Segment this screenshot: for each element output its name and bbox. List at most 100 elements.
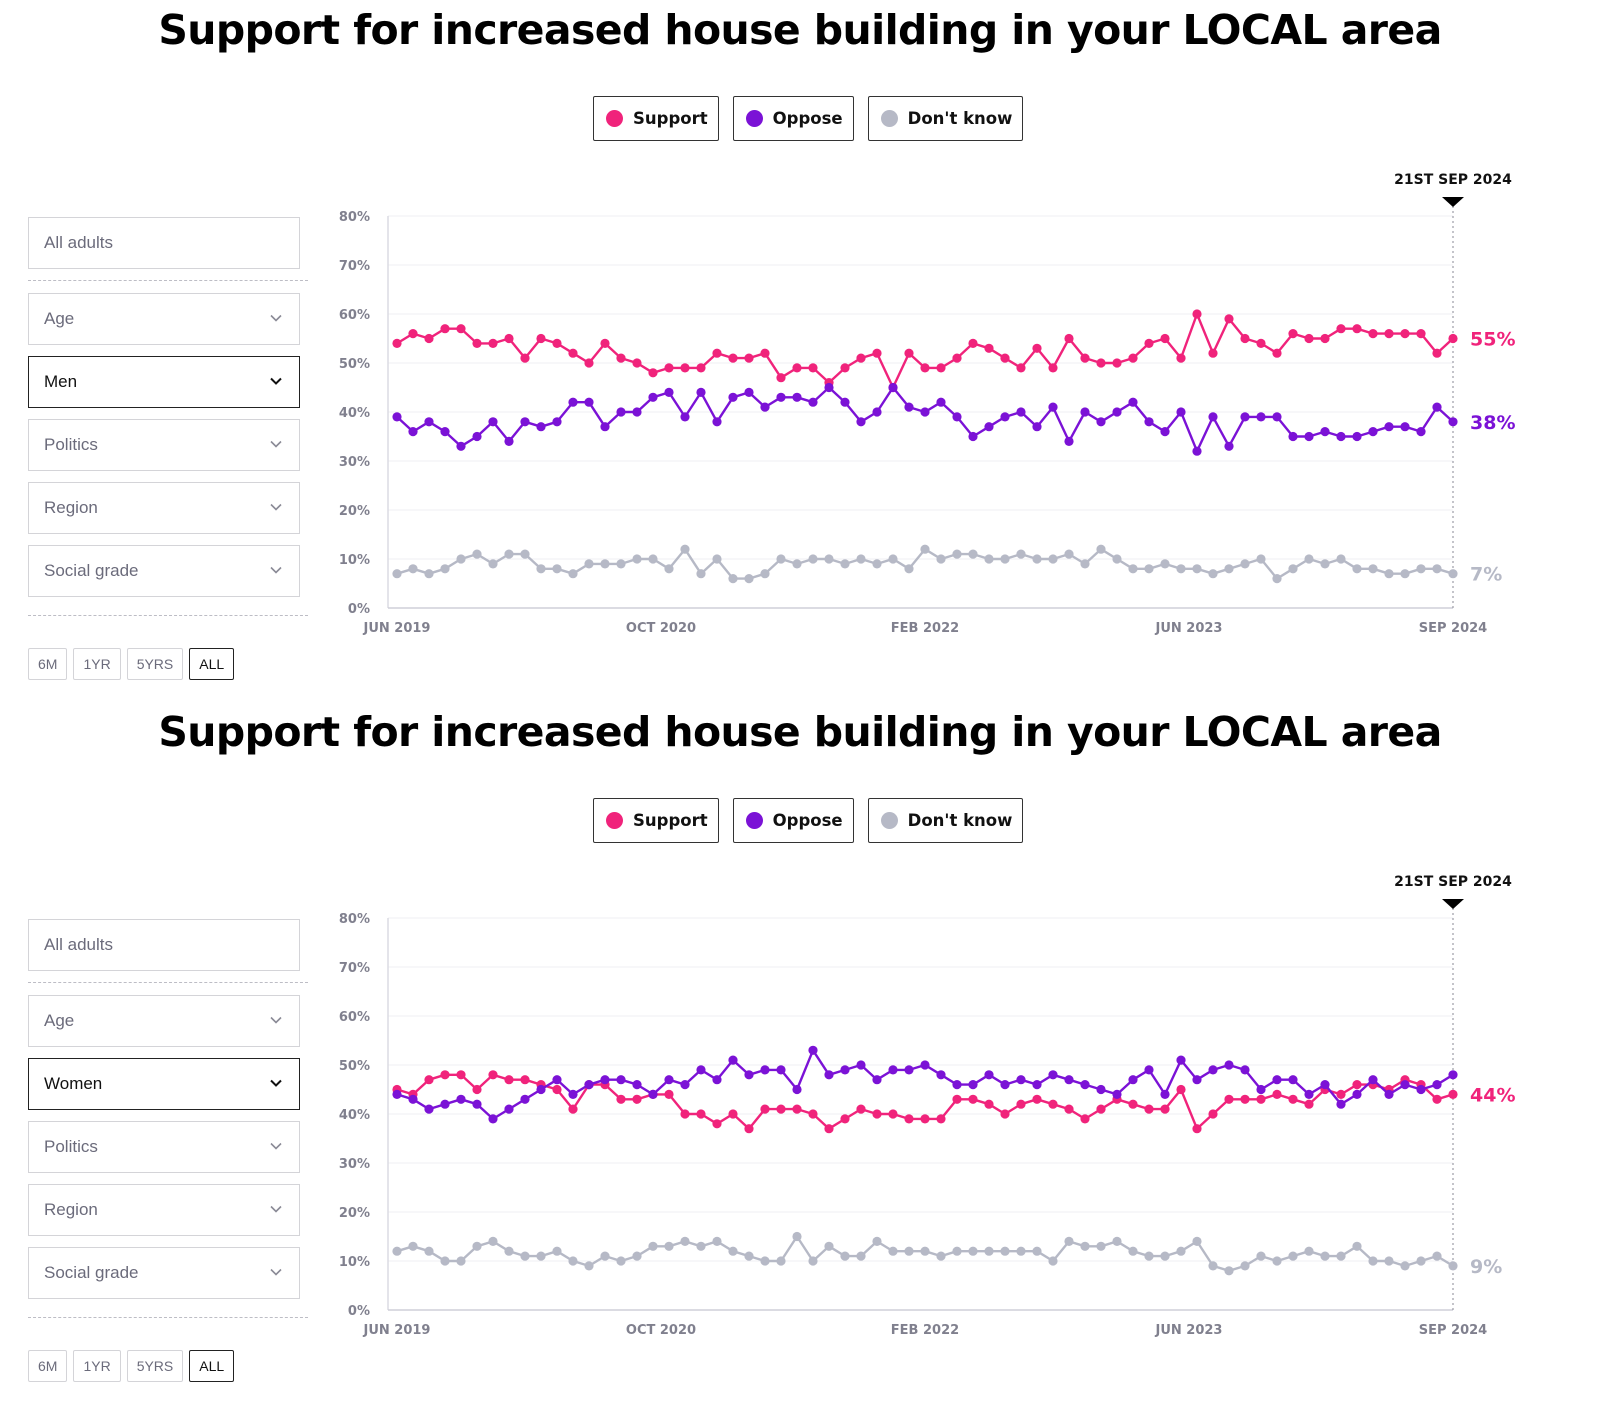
politics-dropdown[interactable]: Politics [28,1121,300,1173]
legend-support-toggle[interactable]: Support [593,798,719,843]
data-point [600,1075,610,1085]
data-point [1016,1099,1026,1109]
age-dropdown[interactable]: Age [28,293,300,345]
data-point [696,1065,706,1075]
x-tick-label: JUN 2019 [363,621,431,636]
data-point [1256,338,1266,348]
social-grade-dropdown[interactable]: Social grade [28,1247,300,1299]
data-point [584,1080,594,1090]
data-point [712,1119,722,1129]
all-adults-option[interactable]: All adults [28,919,300,971]
data-point [728,1246,738,1256]
data-point [552,338,562,348]
data-point [728,353,738,363]
data-point [680,1109,690,1119]
data-point [1224,1060,1234,1070]
range-all-button[interactable]: ALL [189,648,235,680]
legend-oppose-toggle[interactable]: Oppose [732,798,854,843]
data-point [1192,1075,1202,1085]
data-point [1000,353,1010,363]
data-point [952,1080,962,1090]
social-grade-dropdown[interactable]: Social grade [28,545,300,597]
range-5yrs-button[interactable]: 5YRS [126,1350,184,1382]
range-all-button[interactable]: ALL [189,1350,235,1382]
data-point [760,1065,770,1075]
data-point [952,353,962,363]
data-point [1016,1246,1026,1256]
data-point [536,1084,546,1095]
data-point [728,1055,738,1065]
data-point [696,1109,706,1119]
data-point [696,387,706,397]
data-point [1080,353,1090,363]
range-5yrs-button[interactable]: 5YRS [126,648,184,680]
data-point [1288,1075,1298,1085]
data-point [568,397,578,407]
data-point [984,343,994,353]
data-point [1432,1080,1442,1090]
data-point [696,1241,706,1251]
legend-oppose-toggle[interactable]: Oppose [732,96,854,141]
chevron-down-icon [270,1205,282,1213]
data-point [456,1094,466,1104]
time-range-selector: 6M 1YR 5YRS ALL [28,1350,235,1382]
all-adults-option[interactable]: All adults [28,217,300,269]
legend-support-toggle[interactable]: Support [593,96,719,141]
politics-dropdown[interactable]: Politics [28,419,300,471]
chart-title: Support for increased house building in … [158,6,1442,54]
data-point [952,549,962,559]
data-point [1272,574,1282,584]
data-point [840,363,850,373]
data-point [1016,1075,1026,1085]
range-1yr-button[interactable]: 1YR [73,648,121,680]
data-point [1128,1246,1138,1256]
data-point [1304,1089,1314,1099]
range-6m-button[interactable]: 6M [28,648,68,680]
data-point [1432,1094,1442,1104]
data-point [648,368,658,378]
data-point [1352,1089,1362,1099]
range-1yr-button[interactable]: 1YR [73,1350,121,1382]
data-point [1240,333,1250,344]
data-point [712,1236,722,1246]
data-point [1336,324,1346,334]
data-point [1112,407,1122,417]
data-point [936,1070,946,1080]
age-dropdown[interactable]: Age [28,995,300,1047]
data-point [968,431,978,442]
oppose-dot-icon [745,812,763,829]
data-point [1032,1094,1042,1104]
data-point [1032,1246,1042,1256]
legend-dont-know-toggle[interactable]: Don't know [867,96,1024,141]
data-point [856,353,866,363]
data-point [1096,1104,1106,1114]
data-point [568,1104,578,1114]
gender-dropdown[interactable]: Men [28,356,300,408]
data-point [1240,412,1250,422]
data-point [1416,1084,1426,1095]
data-point [808,363,818,373]
data-point [792,1231,802,1242]
y-tick-label: 20% [339,504,370,519]
data-point [664,363,674,373]
region-dropdown[interactable]: Region [28,482,300,534]
chevron-down-icon [270,377,282,385]
data-point [1304,431,1314,442]
data-point [1192,564,1202,574]
data-point [792,559,802,569]
data-point [1128,353,1138,363]
y-tick-label: 60% [339,308,370,323]
data-point [1128,397,1138,407]
data-point [760,569,770,579]
data-point [1320,1080,1330,1090]
data-point [1208,348,1218,358]
data-point [584,1261,594,1271]
divider [28,280,308,281]
data-point [1400,569,1410,579]
range-6m-button[interactable]: 6M [28,1350,68,1382]
region-dropdown[interactable]: Region [28,1184,300,1236]
legend-dont-know-toggle[interactable]: Don't know [867,798,1024,843]
data-point [408,564,418,574]
gender-dropdown[interactable]: Women [28,1058,300,1110]
data-point [1256,554,1266,564]
